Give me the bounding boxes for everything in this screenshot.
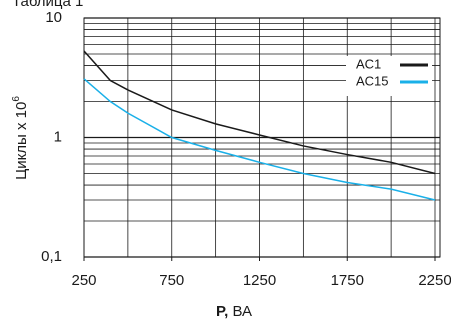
y-axis-label-exponent: 6 bbox=[11, 96, 22, 102]
y-tick-label: 10 bbox=[45, 9, 62, 26]
series-line bbox=[83, 50, 436, 175]
legend-label: AC15 bbox=[356, 73, 389, 88]
plot-frame bbox=[83, 17, 441, 258]
x-tick-label: 2250 bbox=[418, 272, 451, 289]
x-axis-label-unit: ВА bbox=[232, 303, 252, 320]
series-line bbox=[83, 78, 436, 201]
x-tick-label: 250 bbox=[71, 272, 96, 289]
y-axis-label-text: Циклы x 10 bbox=[13, 102, 30, 180]
x-axis-label-symbol: P, bbox=[216, 303, 228, 320]
y-tick-label: 1 bbox=[54, 128, 62, 145]
x-tick-label: 750 bbox=[159, 272, 184, 289]
y-axis-label: Циклы x 106 bbox=[11, 96, 30, 180]
legend-box bbox=[346, 56, 432, 96]
legend-label: AC1 bbox=[356, 56, 381, 71]
y-tick-label: 0,1 bbox=[41, 248, 62, 265]
x-tick-label: 1250 bbox=[243, 272, 276, 289]
x-axis-label: P, ВА bbox=[216, 303, 252, 320]
chart-title: Таблица 1 bbox=[12, 0, 83, 10]
x-tick-label: 1750 bbox=[331, 272, 364, 289]
